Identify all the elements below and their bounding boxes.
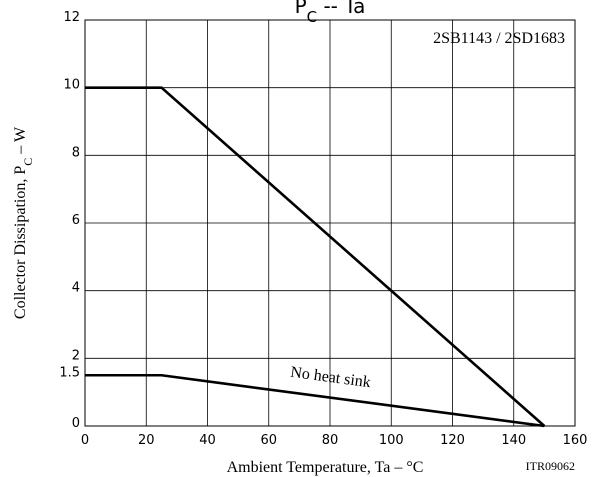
y-axis-label: Collector Dissipation, PC – W	[12, 126, 35, 319]
x-tick-label: 140	[501, 433, 526, 448]
x-tick-label: 0	[81, 433, 89, 448]
x-tick-label: 120	[440, 433, 465, 448]
y-tick-label: 6	[72, 213, 80, 228]
y-tick-label: 4	[72, 281, 80, 296]
x-tick-label: 100	[379, 433, 404, 448]
y-tick-labels: 0 1.5 2 4 6 8 10 12	[59, 10, 80, 431]
x-axis-label: Ambient Temperature, Ta – °C	[227, 459, 424, 476]
y-tick-label: 1.5	[59, 365, 80, 380]
x-tick-label: 80	[322, 433, 339, 448]
grid	[85, 19, 575, 426]
figure-code: ITR09062	[526, 459, 575, 473]
x-tick-labels: 0 20 40 60 80 100 120 140 160	[81, 433, 588, 448]
y-tick-label: 8	[72, 145, 80, 160]
series-line-0	[85, 86, 546, 427]
x-tick-label: 160	[563, 433, 588, 448]
x-tick-label: 40	[199, 433, 216, 448]
plot-frame	[84, 19, 576, 427]
y-tick-label: 2	[72, 348, 80, 363]
x-tick-label: 60	[260, 433, 277, 448]
series-group	[85, 86, 546, 428]
y-tick-label: 0	[72, 416, 80, 431]
x-tick-label: 20	[138, 433, 155, 448]
series-line-1	[85, 373, 545, 428]
part-number-label: 2SB1143 / 2SD1683	[433, 30, 565, 47]
y-tick-label: 12	[63, 10, 80, 25]
annotation-no-heat-sink: No heat sink	[289, 364, 371, 391]
chart-title: PC -- Ta	[295, 0, 366, 26]
y-tick-label: 10	[63, 78, 80, 93]
